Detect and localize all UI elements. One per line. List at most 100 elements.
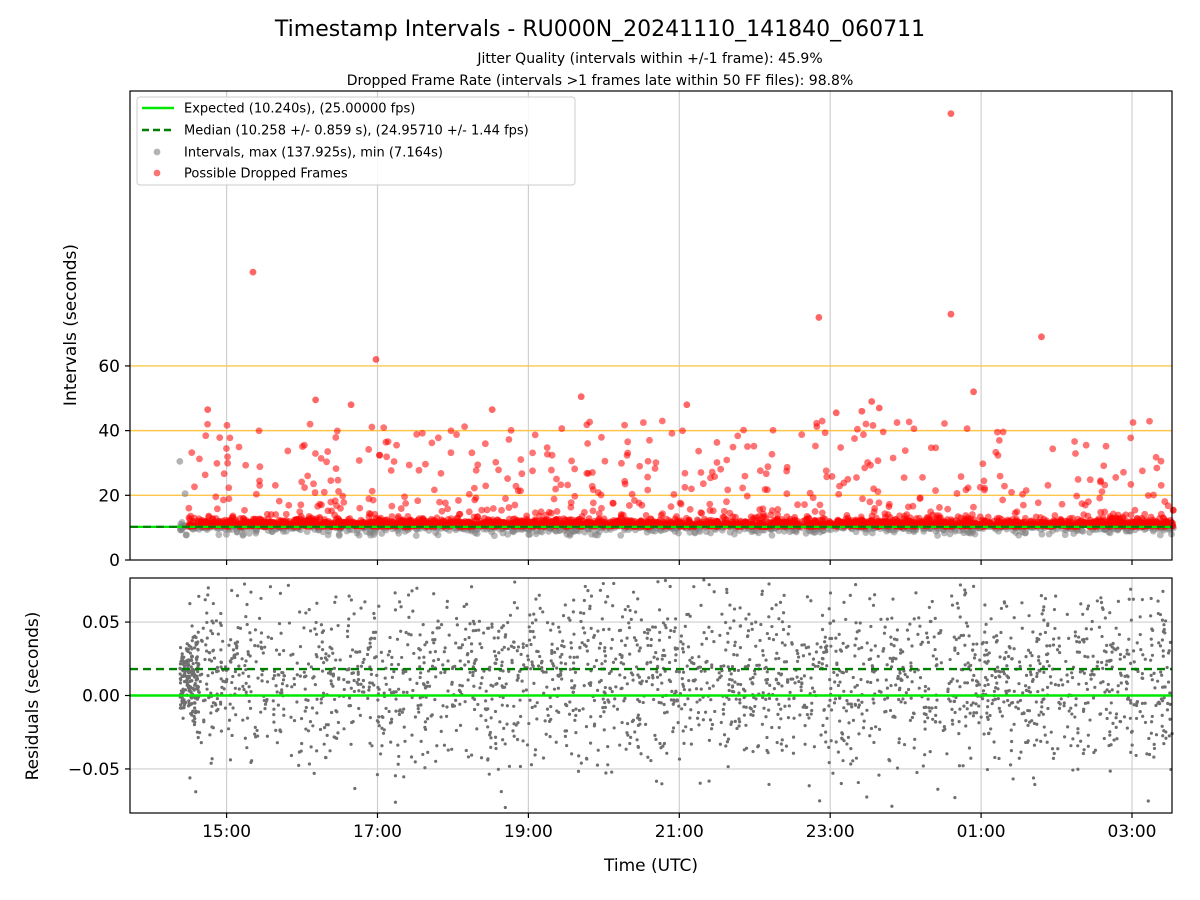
residual-point xyxy=(525,644,529,648)
dropped-frame-point xyxy=(434,434,442,442)
residual-point xyxy=(198,679,202,684)
residual-point xyxy=(857,732,861,736)
residual-point xyxy=(657,638,662,642)
residual-point xyxy=(922,712,926,716)
residual-point xyxy=(667,635,672,639)
dropped-frame-point xyxy=(1097,508,1105,516)
residual-point xyxy=(1116,599,1120,603)
dropped-frame-point xyxy=(858,407,866,415)
residual-point xyxy=(178,681,183,685)
interval-point xyxy=(371,528,379,536)
residual-point xyxy=(210,757,214,761)
residual-point xyxy=(869,680,873,685)
dropped-frame-point xyxy=(312,396,320,404)
residual-point xyxy=(842,600,846,604)
residual-point xyxy=(827,704,831,708)
residual-point xyxy=(710,722,715,727)
residual-point xyxy=(577,708,582,713)
dropped-frame-point xyxy=(589,507,597,515)
residual-point xyxy=(214,619,218,623)
interval-point xyxy=(239,531,247,539)
residual-point xyxy=(573,670,578,674)
dropped-frame-point xyxy=(312,450,319,457)
intervals-y-tick-label: 60 xyxy=(98,357,120,377)
dropped-frame-point xyxy=(251,515,258,523)
residual-point xyxy=(245,716,250,720)
dropped-frame-point xyxy=(681,469,689,477)
dropped-frame-point xyxy=(860,431,867,438)
dropped-frame-point xyxy=(470,484,478,492)
residual-point xyxy=(994,634,999,638)
dropped-frame-point xyxy=(531,431,539,439)
dropped-frame-point xyxy=(356,504,364,512)
residual-point xyxy=(1031,630,1035,634)
dropped-frame-point xyxy=(355,457,363,464)
residual-point xyxy=(1046,706,1050,711)
dropped-frame-point xyxy=(306,420,314,428)
residual-point xyxy=(993,675,998,680)
dropped-frame-point xyxy=(859,495,866,503)
dropped-frame-point xyxy=(774,505,782,513)
dropped-frame-point xyxy=(854,425,861,433)
residual-point xyxy=(192,675,197,679)
residual-point xyxy=(651,625,655,629)
dropped-frame-point xyxy=(1008,488,1015,496)
dropped-frame-point xyxy=(328,507,336,515)
dropped-frame-point xyxy=(568,457,575,465)
residual-point xyxy=(1165,665,1169,670)
dropped-frame-point xyxy=(867,461,874,469)
dropped-frame-point xyxy=(932,444,940,452)
interval-point xyxy=(726,528,734,536)
residual-point xyxy=(193,706,197,710)
dropped-frame-point xyxy=(327,498,335,506)
residual-point xyxy=(697,655,701,659)
residual-point xyxy=(671,729,675,734)
residual-point xyxy=(682,687,686,692)
dropped-frame-point xyxy=(204,406,212,413)
dropped-frame-point xyxy=(577,393,585,401)
residual-point xyxy=(1149,720,1154,724)
residual-point xyxy=(204,643,208,647)
interval-point xyxy=(335,530,343,538)
dropped-frame-point xyxy=(414,497,422,505)
dropped-frame-point xyxy=(1074,476,1082,483)
residual-point xyxy=(272,720,276,724)
residual-point xyxy=(349,686,353,690)
residual-point xyxy=(349,598,353,602)
residual-point xyxy=(245,746,249,750)
residual-point xyxy=(190,679,194,683)
dropped-frame-point xyxy=(281,518,289,526)
dropped-frame-point xyxy=(635,499,643,507)
residual-point xyxy=(874,725,878,729)
dropped-frame-point xyxy=(388,502,396,510)
dropped-frame-point xyxy=(621,421,628,429)
residual-point xyxy=(856,698,860,702)
dropped-frame-point xyxy=(465,490,473,498)
residual-point xyxy=(861,662,866,666)
residual-point xyxy=(629,617,633,621)
residual-point xyxy=(818,799,822,803)
dropped-frame-point xyxy=(537,508,545,516)
residual-point xyxy=(1152,742,1156,747)
dropped-frame-point xyxy=(707,474,714,482)
dropped-frame-point xyxy=(505,436,513,443)
residual-point xyxy=(780,620,785,624)
residual-point xyxy=(932,635,936,639)
residual-point xyxy=(735,653,739,657)
dropped-frame-point xyxy=(491,519,499,527)
residual-point xyxy=(333,600,337,604)
residual-point xyxy=(243,736,247,740)
residual-point xyxy=(303,687,307,691)
dropped-frame-point xyxy=(762,470,770,478)
residual-point xyxy=(241,718,245,722)
interval-point xyxy=(538,528,546,536)
interval-point xyxy=(595,528,603,536)
dropped-frame-point xyxy=(871,505,879,512)
dropped-frame-point xyxy=(384,438,392,446)
residual-point xyxy=(371,630,376,634)
residual-point xyxy=(205,687,209,691)
residual-point xyxy=(986,682,990,687)
dropped-frame-point xyxy=(1100,462,1108,470)
dropped-frame-point xyxy=(656,516,664,524)
